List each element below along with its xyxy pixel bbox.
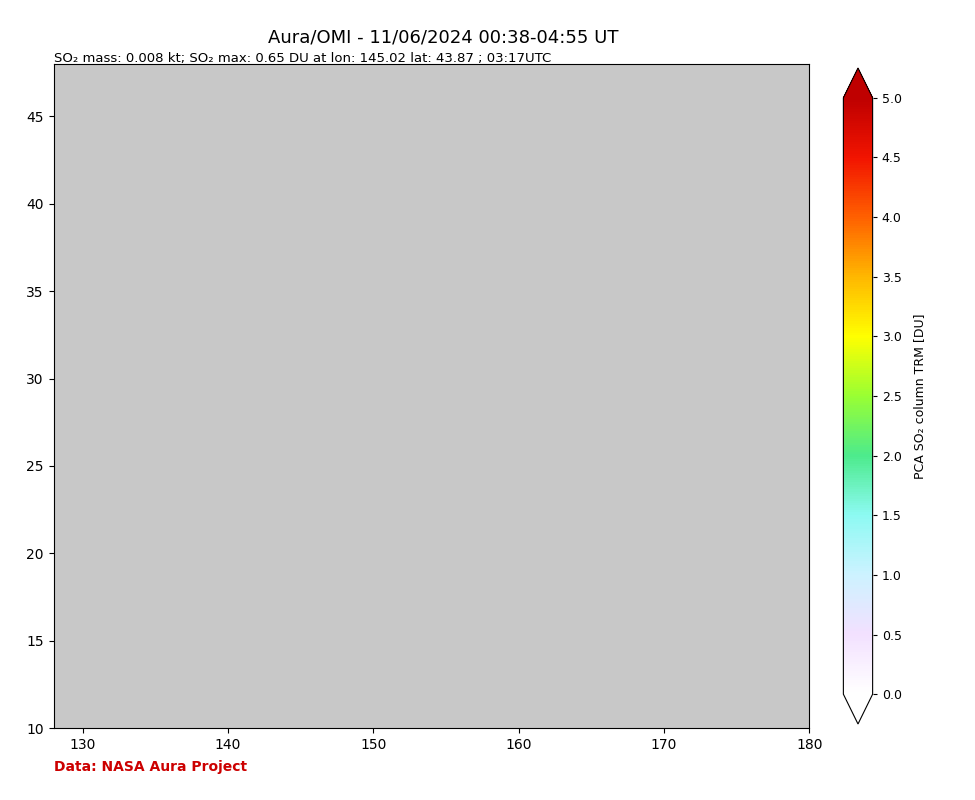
- Y-axis label: PCA SO₂ column TRM [DU]: PCA SO₂ column TRM [DU]: [913, 314, 926, 478]
- PathPatch shape: [843, 694, 873, 724]
- PathPatch shape: [843, 68, 873, 98]
- Text: Aura/OMI - 11/06/2024 00:38-04:55 UT: Aura/OMI - 11/06/2024 00:38-04:55 UT: [268, 28, 619, 46]
- Text: Data: NASA Aura Project: Data: NASA Aura Project: [54, 760, 247, 774]
- Text: SO₂ mass: 0.008 kt; SO₂ max: 0.65 DU at lon: 145.02 lat: 43.87 ; 03:17UTC: SO₂ mass: 0.008 kt; SO₂ max: 0.65 DU at …: [54, 52, 551, 65]
